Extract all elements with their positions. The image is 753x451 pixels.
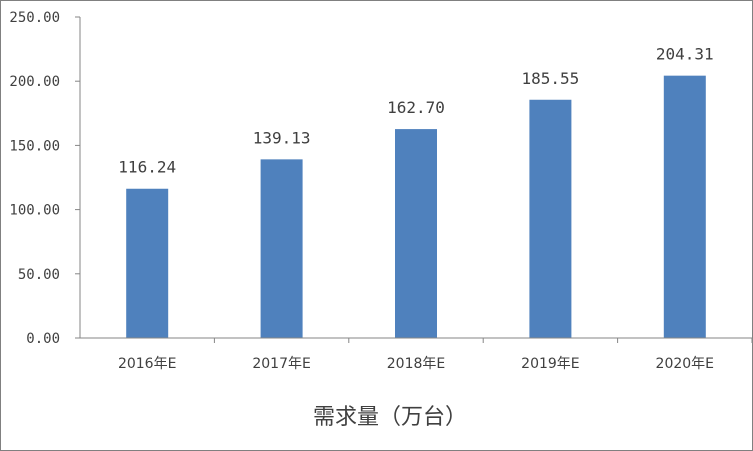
y-tick-label: 200.00: [9, 74, 60, 90]
bar: [663, 75, 706, 339]
x-category-label: 2019年E: [521, 356, 579, 372]
x-category-label: 2016年E: [118, 356, 176, 372]
x-category-label: 2020年E: [656, 356, 714, 372]
data-label: 162.70: [387, 98, 445, 117]
x-category-label: 2018年E: [387, 356, 445, 372]
x-axis-title: 需求量（万台）: [313, 405, 467, 430]
bar: [395, 129, 437, 338]
y-tick-label: 250.00: [9, 10, 60, 26]
x-category-label: 2017年E: [252, 356, 310, 372]
y-tick-label: 0.00: [26, 331, 60, 347]
bar: [126, 188, 169, 338]
data-label: 139.13: [253, 128, 311, 147]
data-label: 116.24: [118, 158, 176, 177]
bar: [529, 99, 572, 338]
y-tick-label: 150.00: [9, 138, 60, 154]
y-tick-label: 50.00: [18, 267, 60, 283]
bar: [260, 159, 303, 338]
y-tick-label: 100.00: [9, 203, 60, 219]
data-label: 185.55: [522, 69, 580, 88]
data-label: 204.31: [656, 45, 714, 64]
